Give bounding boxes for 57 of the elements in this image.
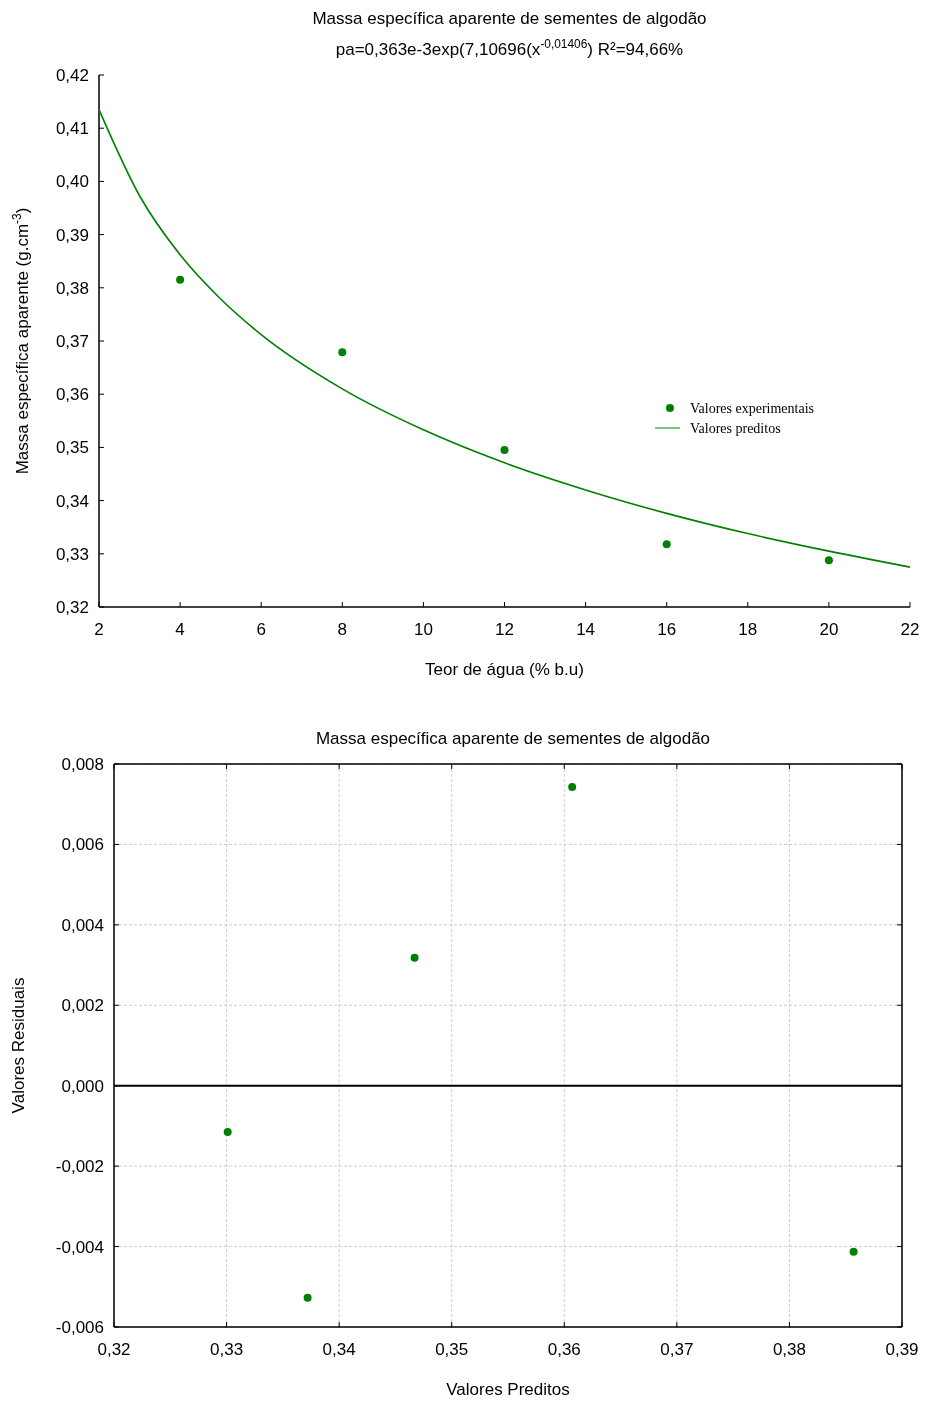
y-tick-label: 0,006 [61, 835, 104, 855]
line-series [98, 108, 911, 568]
y-tick-label: 0,32 [55, 598, 89, 617]
x-axis-title: Valores Preditos [446, 1380, 570, 1399]
x-tick-label: 4 [175, 620, 185, 639]
point [849, 1247, 858, 1256]
x-tick-label: 20 [819, 620, 839, 639]
legend-label: Valores experimentais [690, 401, 815, 416]
x-tick-label: 16 [657, 620, 677, 639]
x-tick-label: 0,33 [210, 1340, 244, 1359]
point [338, 348, 347, 357]
y-tick-label: 0,000 [61, 1076, 104, 1096]
x-tick-label: 22 [900, 620, 920, 639]
x-tick-label: 0,39 [885, 1340, 919, 1359]
x-tick-label: 0,34 [322, 1340, 356, 1359]
y-tick-label: 0,35 [55, 438, 89, 458]
x-tick-label: 14 [576, 620, 596, 639]
x-tick-label: 18 [738, 620, 758, 639]
x-tick-label: 0,35 [435, 1340, 469, 1359]
y-tick-label: 0,36 [55, 385, 89, 405]
y-tick-label: 0,34 [55, 491, 89, 511]
y-tick-label: 0,40 [55, 172, 89, 192]
chart-title: Massa específica aparente de sementes de algodão [312, 9, 707, 28]
x-axis-title: Teor de água (% b.u) [425, 660, 584, 679]
x-tick-label: 0,38 [772, 1340, 806, 1359]
x-tick-label: 0,32 [97, 1340, 131, 1359]
point [824, 556, 833, 565]
point [500, 446, 509, 455]
y-tick-label: 0,002 [61, 996, 104, 1016]
x-tick-label: 12 [495, 620, 514, 639]
x-tick-label: 0,37 [660, 1340, 694, 1359]
x-tick-label: 8 [337, 620, 348, 639]
chart-subtitle: pa=0,363e-3exp(7,10696(x$^{-0,01406}$) R²=94,66% [335, 37, 684, 59]
y-tick-label: 0,41 [55, 119, 89, 139]
y-tick-label: 0,37 [55, 332, 89, 351]
y-tick-label: 0,004 [61, 915, 104, 935]
x-tick-label: 2 [94, 620, 104, 639]
legend-label: Valores preditos [690, 421, 781, 436]
y-tick-label: 0,33 [55, 544, 89, 564]
y-tick-label: 0,38 [55, 278, 89, 298]
point [176, 275, 185, 284]
y-tick-label: 0,42 [55, 66, 89, 85]
point [662, 540, 671, 549]
point [410, 953, 419, 962]
point [223, 1127, 232, 1136]
y-axis-title: Valores Residuais [9, 977, 28, 1114]
x-tick-label: 0,36 [547, 1340, 581, 1359]
x-tick-label: 10 [413, 620, 433, 639]
point [568, 782, 577, 791]
y-tick-label: -0,004 [55, 1237, 104, 1257]
y-tick-label: -0,002 [55, 1157, 104, 1177]
y-tick-label: -0,006 [55, 1318, 104, 1337]
y-tick-label: 0,008 [61, 755, 104, 774]
y-tick-label: 0,39 [55, 225, 89, 245]
x-tick-label: 6 [256, 620, 266, 639]
chart-title: Massa específica aparente de sementes de algodão [315, 729, 711, 748]
point [303, 1293, 312, 1302]
